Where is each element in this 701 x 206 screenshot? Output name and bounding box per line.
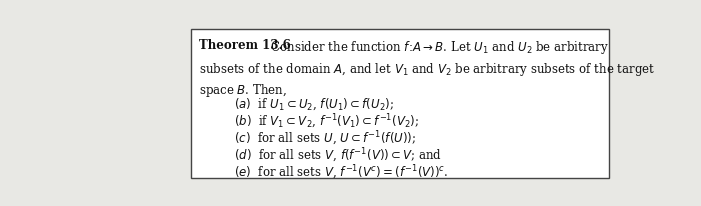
Text: $(e)$  for all sets $V$, $f^{-1}(V^c) = (f^{-1}(V))^c$.: $(e)$ for all sets $V$, $f^{-1}(V^c) = (… — [234, 163, 449, 181]
FancyBboxPatch shape — [191, 29, 609, 179]
Text: $(c)$  for all sets $U$, $U \subset f^{-1}(f(U))$;: $(c)$ for all sets $U$, $U \subset f^{-1… — [234, 129, 416, 147]
Text: subsets of the domain $A$, and let $V_1$ and $V_2$ be arbitrary subsets of the t: subsets of the domain $A$, and let $V_1$… — [199, 60, 655, 77]
Text: Consider the function $f\!:\!A \rightarrow B$. Let $U_1$ and $U_2$ be arbitrary: Consider the function $f\!:\!A \rightarr… — [263, 39, 609, 56]
Text: Theorem 13.6: Theorem 13.6 — [199, 39, 291, 52]
Text: space $B$. Then,: space $B$. Then, — [199, 82, 287, 99]
Text: $(b)$  if $V_1 \subset V_2$, $f^{-1}(V_1) \subset f^{-1}(V_2)$;: $(b)$ if $V_1 \subset V_2$, $f^{-1}(V_1)… — [234, 113, 419, 131]
Text: $(a)$  if $U_1 \subset U_2$, $f(U_1) \subset f(U_2)$;: $(a)$ if $U_1 \subset U_2$, $f(U_1) \sub… — [234, 96, 395, 111]
Text: $(d)$  for all sets $V$, $f(f^{-1}(V)) \subset V$; and: $(d)$ for all sets $V$, $f(f^{-1}(V)) \s… — [234, 146, 442, 164]
